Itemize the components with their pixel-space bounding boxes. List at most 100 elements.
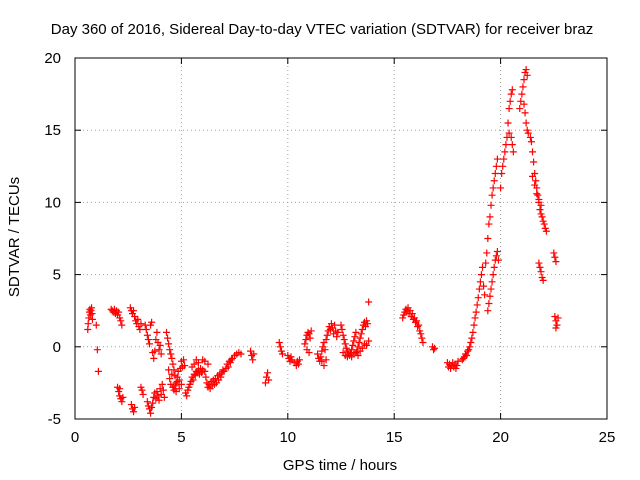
data-point: [487, 285, 495, 293]
data-point: [169, 360, 177, 368]
data-point: [224, 363, 232, 371]
data-point: [320, 362, 328, 370]
data-point: [501, 148, 509, 156]
data-point: [542, 227, 550, 235]
data-point: [119, 393, 127, 401]
data-point: [168, 354, 176, 362]
data-point: [278, 350, 286, 358]
data-point: [333, 333, 341, 341]
data-point: [497, 184, 505, 192]
data-point: [88, 315, 96, 323]
data-point: [118, 321, 126, 329]
data-point: [118, 398, 126, 406]
data-point: [318, 357, 326, 365]
data-point: [522, 66, 530, 74]
data-point: [474, 294, 482, 302]
data-point: [276, 343, 284, 351]
data-point: [165, 366, 173, 374]
data-point: [552, 258, 560, 266]
data-point: [337, 321, 345, 329]
data-point: [415, 321, 423, 329]
data-point: [237, 350, 245, 358]
data-point: [526, 133, 534, 141]
data-point: [520, 100, 528, 108]
data-point: [160, 393, 168, 401]
data-point: [147, 409, 155, 417]
data-point: [339, 331, 347, 339]
data-point: [351, 333, 359, 341]
axis-ticks: 0 5 10 15 20 25 -5 0 5 10 15 20: [44, 50, 615, 446]
data-point: [365, 298, 373, 306]
data-point: [307, 327, 315, 335]
data-point: [463, 351, 471, 359]
data-point: [189, 376, 197, 384]
data-point: [306, 334, 314, 342]
data-point: [532, 177, 540, 185]
data-point: [138, 386, 146, 394]
x-axis-label: GPS time / hours: [283, 457, 397, 474]
data-point: [479, 263, 487, 271]
data-point: [471, 314, 479, 322]
data-point: [453, 362, 461, 370]
data-point: [508, 86, 516, 94]
data-point: [481, 291, 489, 299]
data-point: [343, 353, 351, 361]
data-point: [354, 343, 362, 351]
data-point: [349, 341, 357, 349]
data-point: [117, 317, 125, 325]
data-point: [473, 301, 481, 309]
data-point: [470, 321, 478, 329]
data-point: [493, 155, 501, 163]
data-point: [552, 324, 560, 332]
data-point: [467, 338, 475, 346]
data-point: [483, 249, 491, 257]
data-point: [322, 336, 330, 344]
data-point: [530, 158, 538, 166]
data-point: [490, 177, 498, 185]
data-point: [190, 360, 198, 368]
data-point: [468, 334, 476, 342]
data-point: [534, 191, 542, 199]
data-points: [84, 66, 562, 417]
data-point: [492, 162, 500, 170]
data-point: [148, 318, 156, 326]
data-point: [536, 263, 544, 271]
data-point: [482, 259, 490, 267]
data-point: [502, 141, 510, 149]
data-point: [364, 320, 372, 328]
data-point: [145, 340, 153, 348]
data-point: [348, 346, 356, 354]
data-point: [155, 346, 163, 354]
data-point: [84, 320, 92, 328]
data-point: [363, 341, 371, 349]
data-point: [418, 334, 426, 342]
data-point: [537, 268, 545, 276]
data-point: [159, 386, 167, 394]
data-point: [94, 367, 102, 375]
data-point: [486, 213, 494, 221]
x-tick-label: 5: [177, 429, 185, 446]
data-point: [535, 259, 543, 267]
data-point: [413, 317, 421, 325]
data-point: [156, 341, 164, 349]
data-point: [477, 271, 485, 279]
data-point: [151, 347, 159, 355]
data-point: [490, 263, 498, 271]
data-point: [334, 328, 342, 336]
data-point: [529, 148, 537, 156]
data-point: [487, 201, 495, 209]
data-point: [86, 311, 94, 319]
data-point: [516, 105, 524, 113]
data-point: [204, 360, 212, 368]
data-point: [155, 396, 163, 404]
data-point: [505, 105, 513, 113]
y-tick-label: -5: [48, 411, 61, 428]
data-point: [357, 330, 365, 338]
data-point: [175, 385, 183, 393]
data-point: [529, 172, 537, 180]
data-point: [134, 315, 142, 323]
data-point: [317, 353, 325, 361]
data-point: [219, 366, 227, 374]
chart-title: Day 360 of 2016, Sidereal Day-to-day VTE…: [51, 21, 593, 38]
